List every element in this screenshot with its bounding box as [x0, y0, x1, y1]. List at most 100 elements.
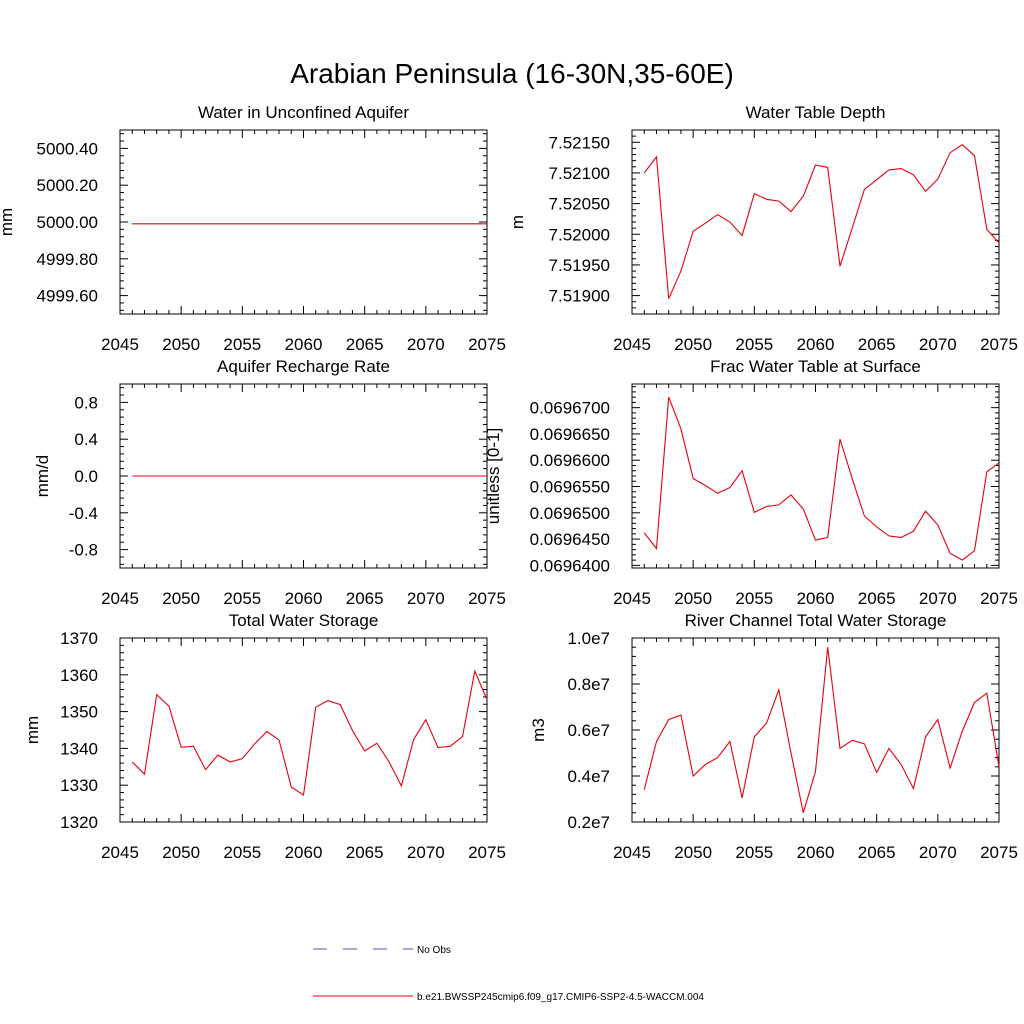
panel-title: River Channel Total Water Storage — [685, 611, 947, 630]
panel-3: Aquifer Recharge Rate mm/d 2045 2050 2055 206… — [33, 357, 506, 608]
y-tick-label: 0.0696400 — [530, 556, 610, 575]
y-axis-label: mm/d — [33, 455, 52, 498]
x-tick-label: 2060 — [797, 589, 835, 608]
x-tick-label: 2065 — [346, 589, 384, 608]
y-tick-label: 0.0696600 — [530, 451, 610, 470]
y-tick-label: 0.6e7 — [567, 721, 610, 740]
plot-frame — [631, 637, 1000, 823]
y-tick-label: 1330 — [60, 776, 98, 795]
x-tick-label: 2075 — [468, 843, 506, 862]
panel-title: Frac Water Table at Surface — [710, 357, 921, 376]
y-tick-label: 7.52000 — [549, 225, 610, 244]
x-tick-label: 2075 — [980, 589, 1018, 608]
y-tick-label: 1350 — [60, 703, 98, 722]
x-tick-label: 2075 — [980, 843, 1018, 862]
y-tick-label: 5000.20 — [37, 176, 98, 195]
panel-2: Water Table Depth m 2045 2050 2055 2060 2065 20… — [508, 103, 1018, 354]
y-tick-label: 5000.40 — [37, 139, 98, 158]
x-tick-label: 2050 — [674, 335, 712, 354]
legend-label-model-run: b.e21.BWSSP245cmip6.f09_g17.CMIP6-SSP2-4… — [417, 992, 704, 1003]
y-tick-label: 0.0696500 — [530, 504, 610, 523]
panel-title: Water Table Depth — [746, 103, 886, 122]
y-tick-label: 0.4e7 — [567, 767, 610, 786]
x-tick-label: 2075 — [468, 589, 506, 608]
y-tick-label: 4999.60 — [37, 287, 98, 306]
y-tick-label: 0.4 — [74, 430, 98, 449]
y-tick-label: 1360 — [60, 666, 98, 685]
y-tick-label: 0.8 — [74, 393, 98, 412]
x-tick-label: 2070 — [919, 843, 957, 862]
x-tick-label: 2045 — [613, 843, 651, 862]
y-tick-label: 0.0 — [74, 467, 98, 486]
x-tick-label: 2060 — [797, 843, 835, 862]
x-tick-label: 2045 — [101, 335, 139, 354]
y-tick-label: 5000.00 — [37, 213, 98, 232]
y-tick-label: 7.51950 — [549, 256, 610, 275]
series-line-1 — [643, 647, 1000, 813]
x-tick-label: 2060 — [797, 335, 835, 354]
y-axis-label: mm — [0, 208, 16, 236]
y-tick-label: 1370 — [60, 629, 98, 648]
y-tick-label: -0.8 — [69, 541, 98, 560]
plot-frame — [631, 129, 1000, 315]
x-tick-label: 2075 — [468, 335, 506, 354]
series-line-1 — [131, 669, 488, 797]
panel-1: Water in Unconfined Aquifer mm 2045 2050 205… — [0, 103, 506, 354]
y-tick-label: 0.2e7 — [567, 813, 610, 832]
x-tick-label: 2050 — [162, 589, 200, 608]
y-tick-label: 0.0696650 — [530, 425, 610, 444]
panel-title: Aquifer Recharge Rate — [217, 357, 390, 376]
x-tick-label: 2050 — [674, 589, 712, 608]
x-tick-label: 2065 — [858, 843, 896, 862]
x-tick-label: 2055 — [735, 589, 773, 608]
y-tick-label: 4999.80 — [37, 250, 98, 269]
x-tick-label: 2055 — [735, 843, 773, 862]
x-tick-label: 2070 — [919, 335, 957, 354]
y-tick-label: -0.4 — [69, 504, 98, 523]
x-tick-label: 2075 — [980, 335, 1018, 354]
panels: Water in Unconfined Aquifer mm 2045 2050 205… — [0, 103, 1018, 862]
panel-5: Total Water Storage mm 2045 2050 2055 2060 206… — [23, 611, 506, 862]
x-tick-label: 2065 — [858, 335, 896, 354]
series-line-1 — [643, 144, 1000, 299]
x-tick-label: 2065 — [346, 335, 384, 354]
x-tick-label: 2055 — [735, 335, 773, 354]
panel-4: Frac Water Table at Surface unitless [0-1… — [484, 357, 1018, 608]
y-tick-label: 1.0e7 — [567, 629, 610, 648]
y-tick-label: 7.51900 — [549, 287, 610, 306]
panel-title: Water in Unconfined Aquifer — [198, 103, 409, 122]
y-tick-label: 7.52150 — [549, 133, 610, 152]
x-tick-label: 2060 — [285, 589, 323, 608]
y-axis-label: mm — [23, 716, 42, 744]
y-tick-label: 1340 — [60, 739, 98, 758]
y-tick-label: 7.52050 — [549, 195, 610, 214]
x-tick-label: 2060 — [285, 843, 323, 862]
series-line-1 — [643, 396, 1000, 561]
y-tick-label: 0.0696550 — [530, 478, 610, 497]
y-tick-label: 0.0696700 — [530, 399, 610, 418]
x-tick-label: 2050 — [674, 843, 712, 862]
x-tick-label: 2045 — [613, 335, 651, 354]
x-tick-label: 2045 — [613, 589, 651, 608]
legend-label-no-obs: No Obs — [417, 945, 451, 956]
x-tick-label: 2070 — [407, 335, 445, 354]
x-tick-label: 2060 — [285, 335, 323, 354]
legend: No Obs b.e21.BWSSP245cmip6.f09_g17.CMIP6… — [313, 945, 704, 1003]
x-tick-label: 2070 — [407, 843, 445, 862]
y-axis-label: m3 — [529, 718, 548, 742]
panel-6: River Channel Total Water Storage m3 2045 2… — [529, 611, 1018, 862]
plot-frame — [119, 129, 488, 315]
x-tick-label: 2050 — [162, 843, 200, 862]
page-title: Arabian Peninsula (16-30N,35-60E) — [290, 58, 734, 89]
y-tick-label: 1320 — [60, 813, 98, 832]
x-tick-label: 2065 — [346, 843, 384, 862]
y-axis-label: m — [508, 215, 527, 229]
x-tick-label: 2070 — [407, 589, 445, 608]
x-tick-label: 2045 — [101, 843, 139, 862]
x-tick-label: 2050 — [162, 335, 200, 354]
x-tick-label: 2055 — [223, 843, 261, 862]
y-tick-label: 0.8e7 — [567, 675, 610, 694]
panel-title: Total Water Storage — [229, 611, 379, 630]
x-tick-label: 2065 — [858, 589, 896, 608]
